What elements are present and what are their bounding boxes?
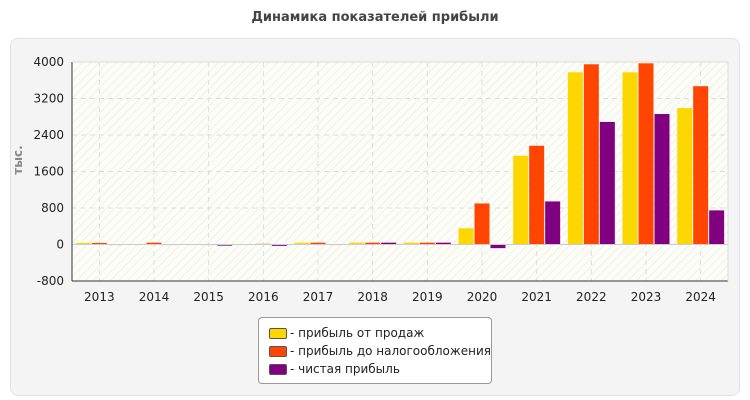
- x-tick-label: 2013: [84, 290, 115, 304]
- y-axis-label: тыс.: [11, 145, 25, 174]
- legend-item-net-profit[interactable]: - чистая прибыль: [269, 360, 491, 378]
- bar-2024-s0: [677, 108, 693, 245]
- bar-2022-s1: [583, 64, 599, 245]
- chart-title: Динамика показателей прибыли: [251, 10, 499, 25]
- bar-2014-s1: [146, 242, 162, 245]
- x-tick-label: 2020: [467, 290, 498, 304]
- bar-2019-s0: [403, 242, 419, 245]
- x-tick-label: 2024: [685, 290, 716, 304]
- legend-label: - чистая прибыль: [290, 362, 400, 376]
- legend-swatch: [269, 327, 287, 339]
- y-tick-label: 4000: [33, 55, 64, 69]
- bar-2023-s0: [622, 72, 638, 245]
- bar-2022-s2: [599, 121, 615, 245]
- bar-2022-s0: [567, 72, 583, 245]
- bar-2015-s2: [217, 244, 233, 246]
- bar-2019-s2: [435, 242, 451, 245]
- x-tick-label: 2021: [521, 290, 552, 304]
- bar-2018-s1: [365, 242, 381, 245]
- legend-swatch: [269, 345, 287, 357]
- bar-2023-s1: [638, 63, 654, 245]
- x-tick-label: 2016: [248, 290, 279, 304]
- y-tick-label: -800: [37, 274, 64, 288]
- bar-2024-s2: [709, 210, 725, 245]
- bar-2017-s1: [310, 242, 326, 245]
- x-tick-label: 2023: [631, 290, 662, 304]
- y-tick-label: 800: [41, 201, 64, 215]
- bar-2019-s1: [419, 242, 435, 245]
- bar-2018-s0: [349, 242, 365, 245]
- x-tick-label: 2017: [303, 290, 334, 304]
- y-tick-label: 2400: [33, 128, 64, 142]
- bar-2024-s1: [693, 86, 709, 245]
- bar-2018-s2: [381, 242, 397, 245]
- legend-item-sales-profit[interactable]: - прибыль от продаж: [269, 324, 491, 342]
- y-tick-label: 3200: [33, 92, 64, 106]
- y-tick-label: 0: [56, 238, 64, 252]
- x-tick-label: 2014: [139, 290, 170, 304]
- x-tick-label: 2022: [576, 290, 607, 304]
- bar-2021-s0: [513, 155, 529, 245]
- bar-2023-s2: [654, 114, 670, 245]
- bar-2021-s2: [545, 201, 561, 245]
- legend-swatch: [269, 363, 287, 375]
- x-tick-label: 2015: [193, 290, 224, 304]
- legend-label: - прибыль до налогообложения: [290, 344, 491, 358]
- legend-item-pretax-profit[interactable]: - прибыль до налогообложения: [269, 342, 491, 360]
- bar-2016-s2: [271, 244, 287, 246]
- bar-2013-s1: [91, 242, 107, 245]
- bar-2020-s2: [490, 244, 506, 249]
- bar-2021-s1: [529, 145, 545, 245]
- bar-2020-s1: [474, 203, 490, 245]
- legend-label: - прибыль от продаж: [290, 326, 425, 340]
- x-tick-label: 2019: [412, 290, 443, 304]
- legend: - прибыль от продаж - прибыль до налогоо…: [258, 317, 492, 384]
- bar-2013-s0: [75, 242, 91, 245]
- y-tick-label: 1600: [33, 165, 64, 179]
- bar-2017-s0: [294, 242, 310, 245]
- bar-2020-s0: [458, 228, 474, 245]
- x-tick-label: 2018: [357, 290, 388, 304]
